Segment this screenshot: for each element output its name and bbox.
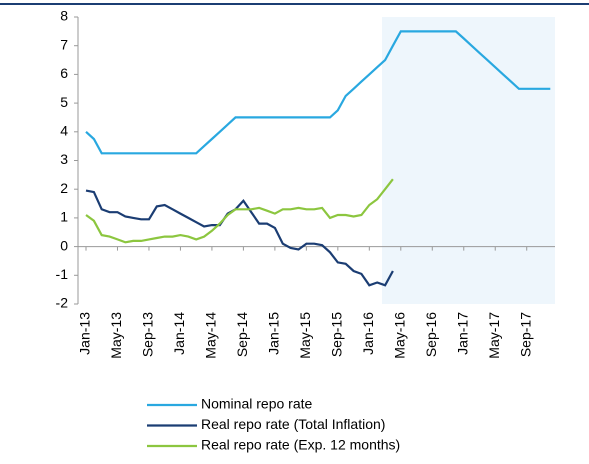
legend-label: Real repo rate (Exp. 12 months): [201, 437, 400, 453]
x-tick-label: Sep-14: [234, 312, 250, 357]
y-tick-label: -2: [56, 295, 69, 311]
y-tick-label: 8: [60, 8, 68, 24]
y-tick-label: -1: [56, 266, 69, 282]
y-tick-label: 7: [60, 36, 68, 52]
y-tick-label: 2: [60, 180, 68, 196]
x-tick-label: May-16: [392, 312, 408, 359]
x-tick-label: Jan-13: [77, 312, 93, 355]
x-tick-label: Jan-15: [266, 312, 282, 355]
series-line: [85, 178, 394, 244]
x-tick-label: Sep-15: [329, 312, 345, 357]
x-tick-label: May-13: [108, 312, 124, 359]
legend-label: Real repo rate (Total Inflation): [201, 416, 385, 432]
x-tick-label: Sep-13: [140, 312, 156, 357]
y-tick-label: 4: [60, 123, 68, 139]
series-line: [85, 30, 551, 155]
y-tick-label: 6: [60, 65, 68, 81]
legend-label: Nominal repo rate: [201, 396, 312, 412]
forecast-shade: [382, 17, 555, 304]
x-tick-label: Jan-17: [454, 312, 470, 355]
x-tick-label: Jan-16: [360, 312, 376, 355]
y-tick-label: 1: [60, 209, 68, 225]
x-tick-label: May-17: [486, 312, 502, 359]
x-tick-label: Sep-16: [423, 312, 439, 357]
x-tick-label: Sep-17: [517, 312, 533, 357]
x-tick-label: May-14: [203, 312, 219, 359]
y-tick-label: 5: [60, 94, 68, 110]
y-tick-label: 3: [60, 151, 68, 167]
x-tick-label: May-15: [297, 312, 313, 359]
x-tick-label: Jan-14: [171, 312, 187, 355]
series-line: [85, 189, 394, 287]
y-tick-label: 0: [60, 237, 68, 253]
